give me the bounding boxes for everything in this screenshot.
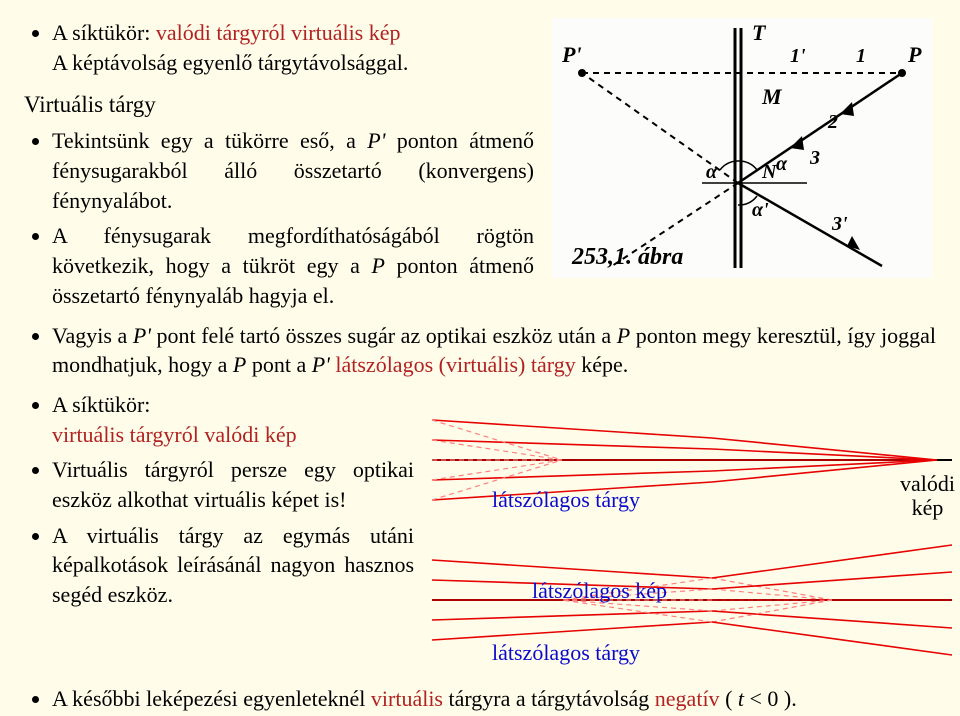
mid-left-column: A síktükör: virtuális tárgyról valódi ké… (24, 390, 414, 620)
t: < 0 ). (744, 686, 797, 711)
ray-diagram-svg (432, 390, 952, 680)
label-1prime: 1' (790, 45, 806, 67)
t: tárgyra a tárgytávolság (443, 686, 655, 711)
page-root: A síktükör: valódi tárgyról virtuális ké… (0, 0, 960, 716)
top-row: A síktükör: valódi tárgyról virtuális ké… (24, 18, 936, 321)
mid-row: A síktükör: virtuális tárgyról valódi ké… (24, 390, 936, 680)
bottom-bullet-list: A későbbi leképezési egyenleteknél virtu… (24, 684, 936, 714)
label-virtual-image: látszólagos kép (532, 576, 667, 606)
v: P (617, 323, 630, 348)
v: P' (312, 352, 330, 377)
top-bullet-list-1: A síktükör: valódi tárgyról virtuális ké… (24, 18, 534, 77)
t: ( (720, 686, 738, 711)
v: P' (133, 323, 151, 348)
label-virtual-object-bot: látszólagos tárgy (492, 638, 640, 668)
r: virtuális (371, 686, 443, 711)
bullet-virtual-virtual: Virtuális tárgyról persze egy optikai es… (52, 455, 414, 514)
label-virtual-object-top: látszólagos tárgy (492, 485, 640, 515)
t: pont felé tartó összes sugár az optikai … (151, 323, 617, 348)
red: virtuális tárgyról valódi kép (52, 422, 297, 447)
bullet-reversibility: A fénysugarak megfordíthatóságából rögtö… (52, 221, 534, 310)
label-Pprime: P' (561, 42, 582, 67)
t: A későbbi leképezési egyenleteknél (52, 686, 371, 711)
label-P: P (907, 42, 922, 67)
bullet-useful-tool: A virtuális tárgy az egymás utáni képalk… (52, 521, 414, 610)
red: látszólagos (virtuális) tárgy (335, 352, 575, 377)
var-P-prime: P' (367, 128, 385, 153)
txt: A síktükör: (52, 20, 156, 45)
label-1: 1 (856, 45, 866, 67)
mid-bullet-list: A síktükör: virtuális tárgyról valódi ké… (24, 390, 414, 610)
label-2: 2 (827, 111, 838, 133)
t: pont a (246, 352, 311, 377)
label-3: 3 (809, 147, 820, 169)
t: Vagyis a (52, 323, 133, 348)
top-left-column: A síktükör: valódi tárgyról virtuális ké… (24, 18, 534, 321)
bullet-sign-convention: A későbbi leképezési egyenleteknél virtu… (52, 684, 936, 714)
txt-red: valódi tárgyról virtuális kép (156, 20, 401, 45)
r: negatív (655, 686, 720, 711)
label-real-image: valódikép (900, 472, 955, 520)
ray-diagrams-panel: látszólagos tárgy valódikép látszólagos … (432, 390, 952, 680)
heading-virtual-object: Virtuális tárgy (24, 89, 534, 120)
figure-caption: 253,1. ábra (571, 244, 683, 270)
t: valódi (900, 471, 955, 496)
var-P: P (371, 253, 384, 278)
t: Virtuális tárgyról persze egy optikai es… (52, 457, 414, 512)
bullet-conclusion: Vagyis a P' pont felé tartó összes sugár… (52, 321, 936, 380)
label-T: T (752, 20, 767, 45)
label-alpha-r: α (776, 153, 788, 175)
bullet-mirror-virtual-real: A síktükör: virtuális tárgyról valódi ké… (52, 390, 414, 449)
label-alpha-prime: α' (752, 199, 769, 221)
mirror-figure: T P' P 1' 1 M 2 3 3' (552, 18, 932, 278)
v: P (233, 352, 246, 377)
t: képe. (576, 352, 629, 377)
txt: Tekintsünk egy a tükörre eső, a (52, 128, 367, 153)
top-bullet-list-2: Tekintsünk egy a tükörre eső, a P' ponto… (24, 126, 534, 310)
label-3prime: 3' (831, 213, 848, 235)
txt: A képtávolság egyenlő tárgytávolsággal. (52, 50, 408, 75)
t: kép (912, 495, 944, 520)
bullet-mirror-summary: A síktükör: valódi tárgyról virtuális ké… (52, 18, 534, 77)
bullet-consider: Tekintsünk egy a tükörre eső, a P' ponto… (52, 126, 534, 215)
t: A síktükör: (52, 392, 150, 417)
t: A virtuális tárgy az egymás utáni képalk… (52, 523, 414, 607)
label-alpha-l: α (706, 161, 718, 183)
label-M: M (761, 84, 783, 109)
mid-full-bullet: Vagyis a P' pont felé tartó összes sugár… (24, 321, 936, 380)
